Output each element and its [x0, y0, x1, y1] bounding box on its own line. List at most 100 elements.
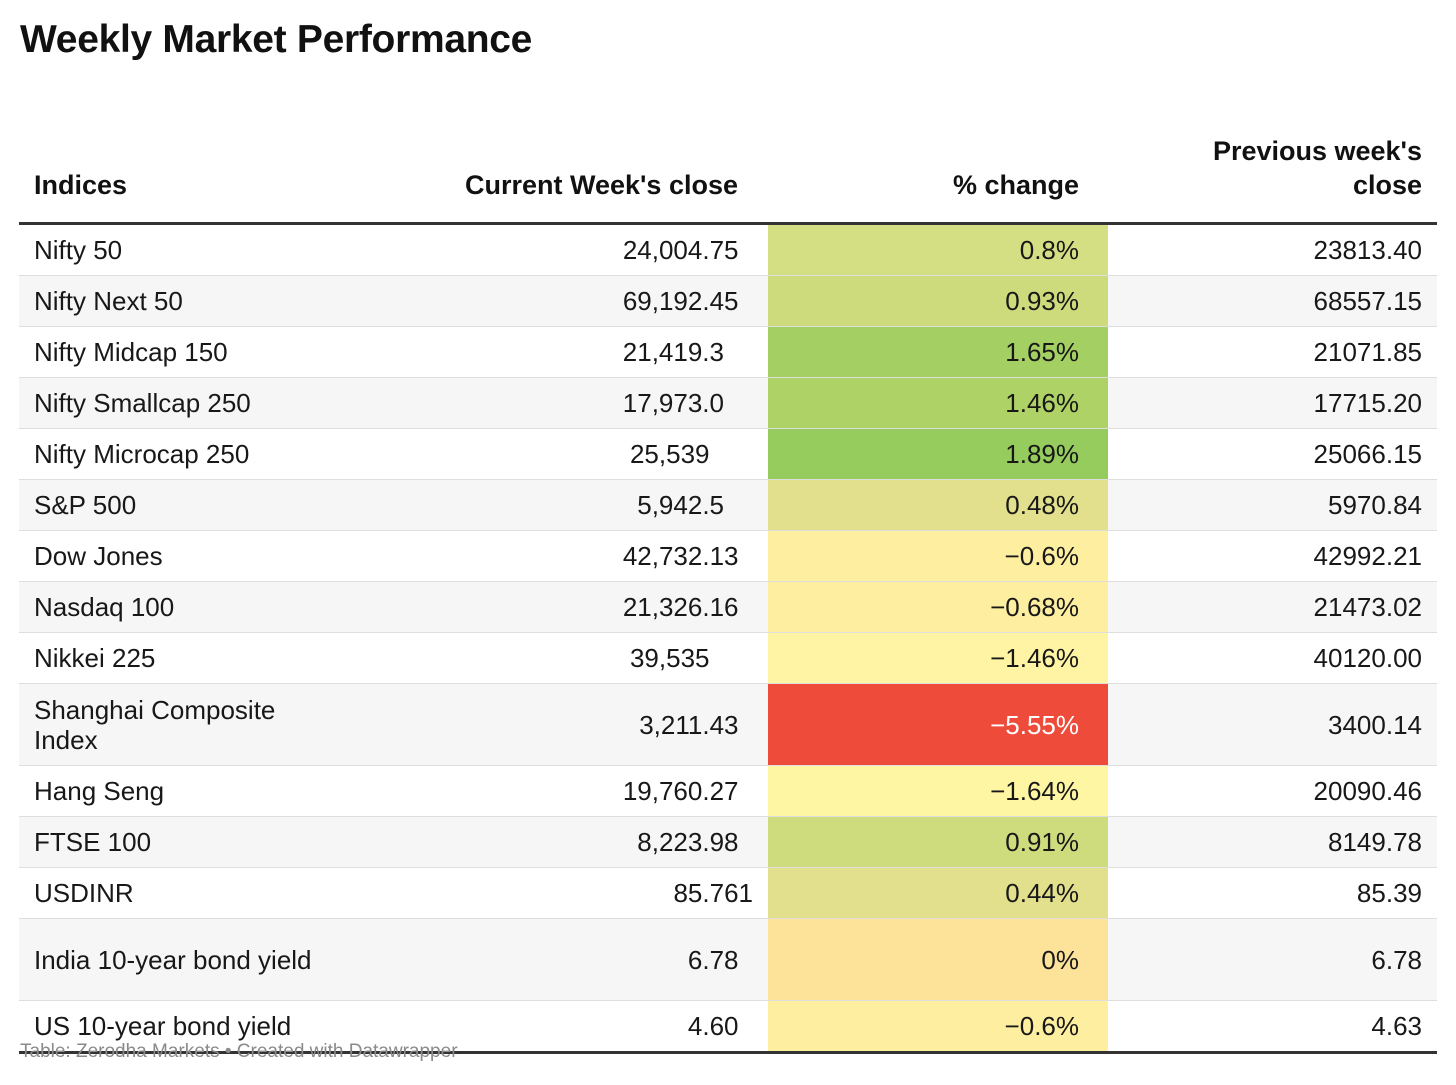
- table-row: USDINR 85.761 0.44% 85.39: [19, 867, 1437, 919]
- cell-percent-change: −0.6%: [768, 1000, 1108, 1054]
- cell-percent-change: 1.65%: [768, 326, 1108, 378]
- index-name-text: Dow Jones: [34, 541, 163, 571]
- index-name-text: Nifty 50: [34, 235, 123, 265]
- cell-percent-change: −5.55%: [768, 683, 1108, 766]
- cell-previous-close: 85.39: [1108, 867, 1437, 919]
- cell-current-close: 8,223.98: [419, 816, 768, 868]
- header-indices[interactable]: Indices: [19, 112, 419, 225]
- cell-previous-close: 21473.02: [1108, 581, 1437, 633]
- page-title: Weekly Market Performance: [20, 18, 533, 61]
- cell-previous-close: 17715.20: [1108, 377, 1437, 429]
- index-name-text: FTSE 100: [34, 827, 152, 857]
- index-name-text: Nifty Microcap 250: [34, 439, 250, 469]
- cell-current-close: 21,326.16: [419, 581, 768, 633]
- cell-current-close: 42,732.13: [419, 530, 768, 582]
- current-close-value: 21,419.3: [622, 337, 724, 367]
- table-row: FTSE 100 8,223.98 0.91% 8149.78: [19, 816, 1437, 868]
- cell-index-name: S&P 500: [19, 479, 419, 531]
- cell-percent-change: 1.46%: [768, 377, 1108, 429]
- market-table: Indices Current Week's close % change Pr…: [19, 112, 1437, 1054]
- table-row: US 10-year bond yield 4.60 −0.6% 4.63: [19, 1000, 1437, 1054]
- cell-current-close: 5,942.5: [419, 479, 768, 531]
- cell-current-close: 3,211.43: [419, 683, 768, 766]
- cell-previous-close: 20090.46: [1108, 765, 1437, 817]
- cell-previous-close: 25066.15: [1108, 428, 1437, 480]
- cell-index-name: Nifty Microcap 250: [19, 428, 419, 480]
- cell-index-name: FTSE 100: [19, 816, 419, 868]
- cell-index-name: Dow Jones: [19, 530, 419, 582]
- table-body: Nifty 50 24,004.75 0.8% 23813.40 Nifty Next …: [19, 223, 1437, 1054]
- cell-previous-close: 5970.84: [1108, 479, 1437, 531]
- index-name-text: Nifty Smallcap 250: [34, 388, 251, 418]
- cell-previous-close: 40120.00: [1108, 632, 1437, 684]
- current-close-value: 21,326.16: [622, 592, 739, 622]
- table-row: Nifty 50 24,004.75 0.8% 23813.40: [19, 223, 1437, 276]
- current-close-value: 24,004.75: [622, 235, 739, 265]
- index-name-text: Hang Seng: [34, 776, 165, 806]
- current-close-value: 42,732.13: [622, 541, 739, 571]
- current-close-value: 25,539: [629, 439, 710, 469]
- header-percent-change[interactable]: % change: [768, 112, 1108, 225]
- cell-current-close: 19,760.27: [419, 765, 768, 817]
- cell-current-close: 17,973.0: [419, 377, 768, 429]
- cell-percent-change: −0.6%: [768, 530, 1108, 582]
- table-header-row: Indices Current Week's close % change Pr…: [19, 112, 1437, 225]
- cell-percent-change: 0.48%: [768, 479, 1108, 531]
- table-row: Nifty Microcap 250 25,539 1.89% 25066.15: [19, 428, 1437, 480]
- index-name-text: Nasdaq 100: [34, 592, 175, 622]
- current-close-value: 6.78: [687, 944, 739, 975]
- cell-previous-close: 42992.21: [1108, 530, 1437, 582]
- cell-previous-close: 68557.15: [1108, 275, 1437, 327]
- current-close-value: 5,942.5: [637, 490, 724, 520]
- header-previous-close[interactable]: Previous week's close: [1108, 112, 1437, 225]
- cell-percent-change: −0.68%: [768, 581, 1108, 633]
- cell-percent-change: 0.91%: [768, 816, 1108, 868]
- index-name-text: India 10-year bond yield: [34, 944, 312, 975]
- cell-current-close: 69,192.45: [419, 275, 768, 327]
- current-close-value: 4.60: [687, 1011, 739, 1041]
- cell-index-name: Nifty Smallcap 250: [19, 377, 419, 429]
- cell-previous-close: 8149.78: [1108, 816, 1437, 868]
- cell-previous-close: 4.63: [1108, 1000, 1437, 1054]
- cell-percent-change: 0%: [768, 918, 1108, 1001]
- cell-current-close: 6.78: [419, 918, 768, 1001]
- header-current-close[interactable]: Current Week's close: [419, 112, 768, 225]
- index-name-text: Nifty Midcap 150: [34, 337, 228, 367]
- current-close-value: 69,192.45: [622, 286, 739, 316]
- current-close-value: 39,535: [629, 643, 710, 673]
- table-row: India 10-year bond yield 6.78 0% 6.78: [19, 918, 1437, 1001]
- index-name-text: Nikkei 225: [34, 643, 156, 673]
- cell-index-name: Nasdaq 100: [19, 581, 419, 633]
- index-name-text: Shanghai Composite Index: [34, 694, 276, 755]
- cell-percent-change: 1.89%: [768, 428, 1108, 480]
- cell-previous-close: 3400.14: [1108, 683, 1437, 766]
- index-name-text: Nifty Next 50: [34, 286, 183, 316]
- cell-percent-change: −1.64%: [768, 765, 1108, 817]
- table-row: Dow Jones 42,732.13 −0.6% 42992.21: [19, 530, 1437, 582]
- cell-percent-change: 0.8%: [768, 223, 1108, 276]
- table-row: Hang Seng 19,760.27 −1.64% 20090.46: [19, 765, 1437, 817]
- current-close-value: 17,973.0: [622, 388, 724, 418]
- cell-index-name: US 10-year bond yield: [19, 1000, 419, 1054]
- footer-credit: Table: Zerodha Markets • Created with Da…: [20, 1041, 458, 1062]
- table-row: Nifty Midcap 150 21,419.3 1.65% 21071.85: [19, 326, 1437, 378]
- cell-percent-change: −1.46%: [768, 632, 1108, 684]
- index-name-text: US 10-year bond yield: [34, 1011, 292, 1041]
- table-row: Shanghai Composite Index 3,211.43 −5.55% 34…: [19, 683, 1437, 766]
- cell-index-name: India 10-year bond yield: [19, 918, 419, 1001]
- cell-percent-change: 0.93%: [768, 275, 1108, 327]
- table-row: Nifty Next 50 69,192.45 0.93% 68557.15: [19, 275, 1437, 327]
- cell-index-name: Hang Seng: [19, 765, 419, 817]
- cell-index-name: Shanghai Composite Index: [19, 683, 419, 766]
- cell-index-name: USDINR: [19, 867, 419, 919]
- cell-current-close: 21,419.3: [419, 326, 768, 378]
- table-row: S&P 500 5,942.5 0.48% 5970.84: [19, 479, 1437, 531]
- current-close-value: 85.761: [673, 878, 753, 908]
- cell-previous-close: 23813.40: [1108, 223, 1437, 276]
- cell-current-close: 4.60: [419, 1000, 768, 1054]
- cell-index-name: Nifty 50: [19, 223, 419, 276]
- table-row: Nikkei 225 39,535 −1.46% 40120.00: [19, 632, 1437, 684]
- index-name-text: S&P 500: [34, 490, 137, 520]
- current-close-value: 3,211.43: [639, 709, 739, 740]
- cell-current-close: 25,539: [419, 428, 768, 480]
